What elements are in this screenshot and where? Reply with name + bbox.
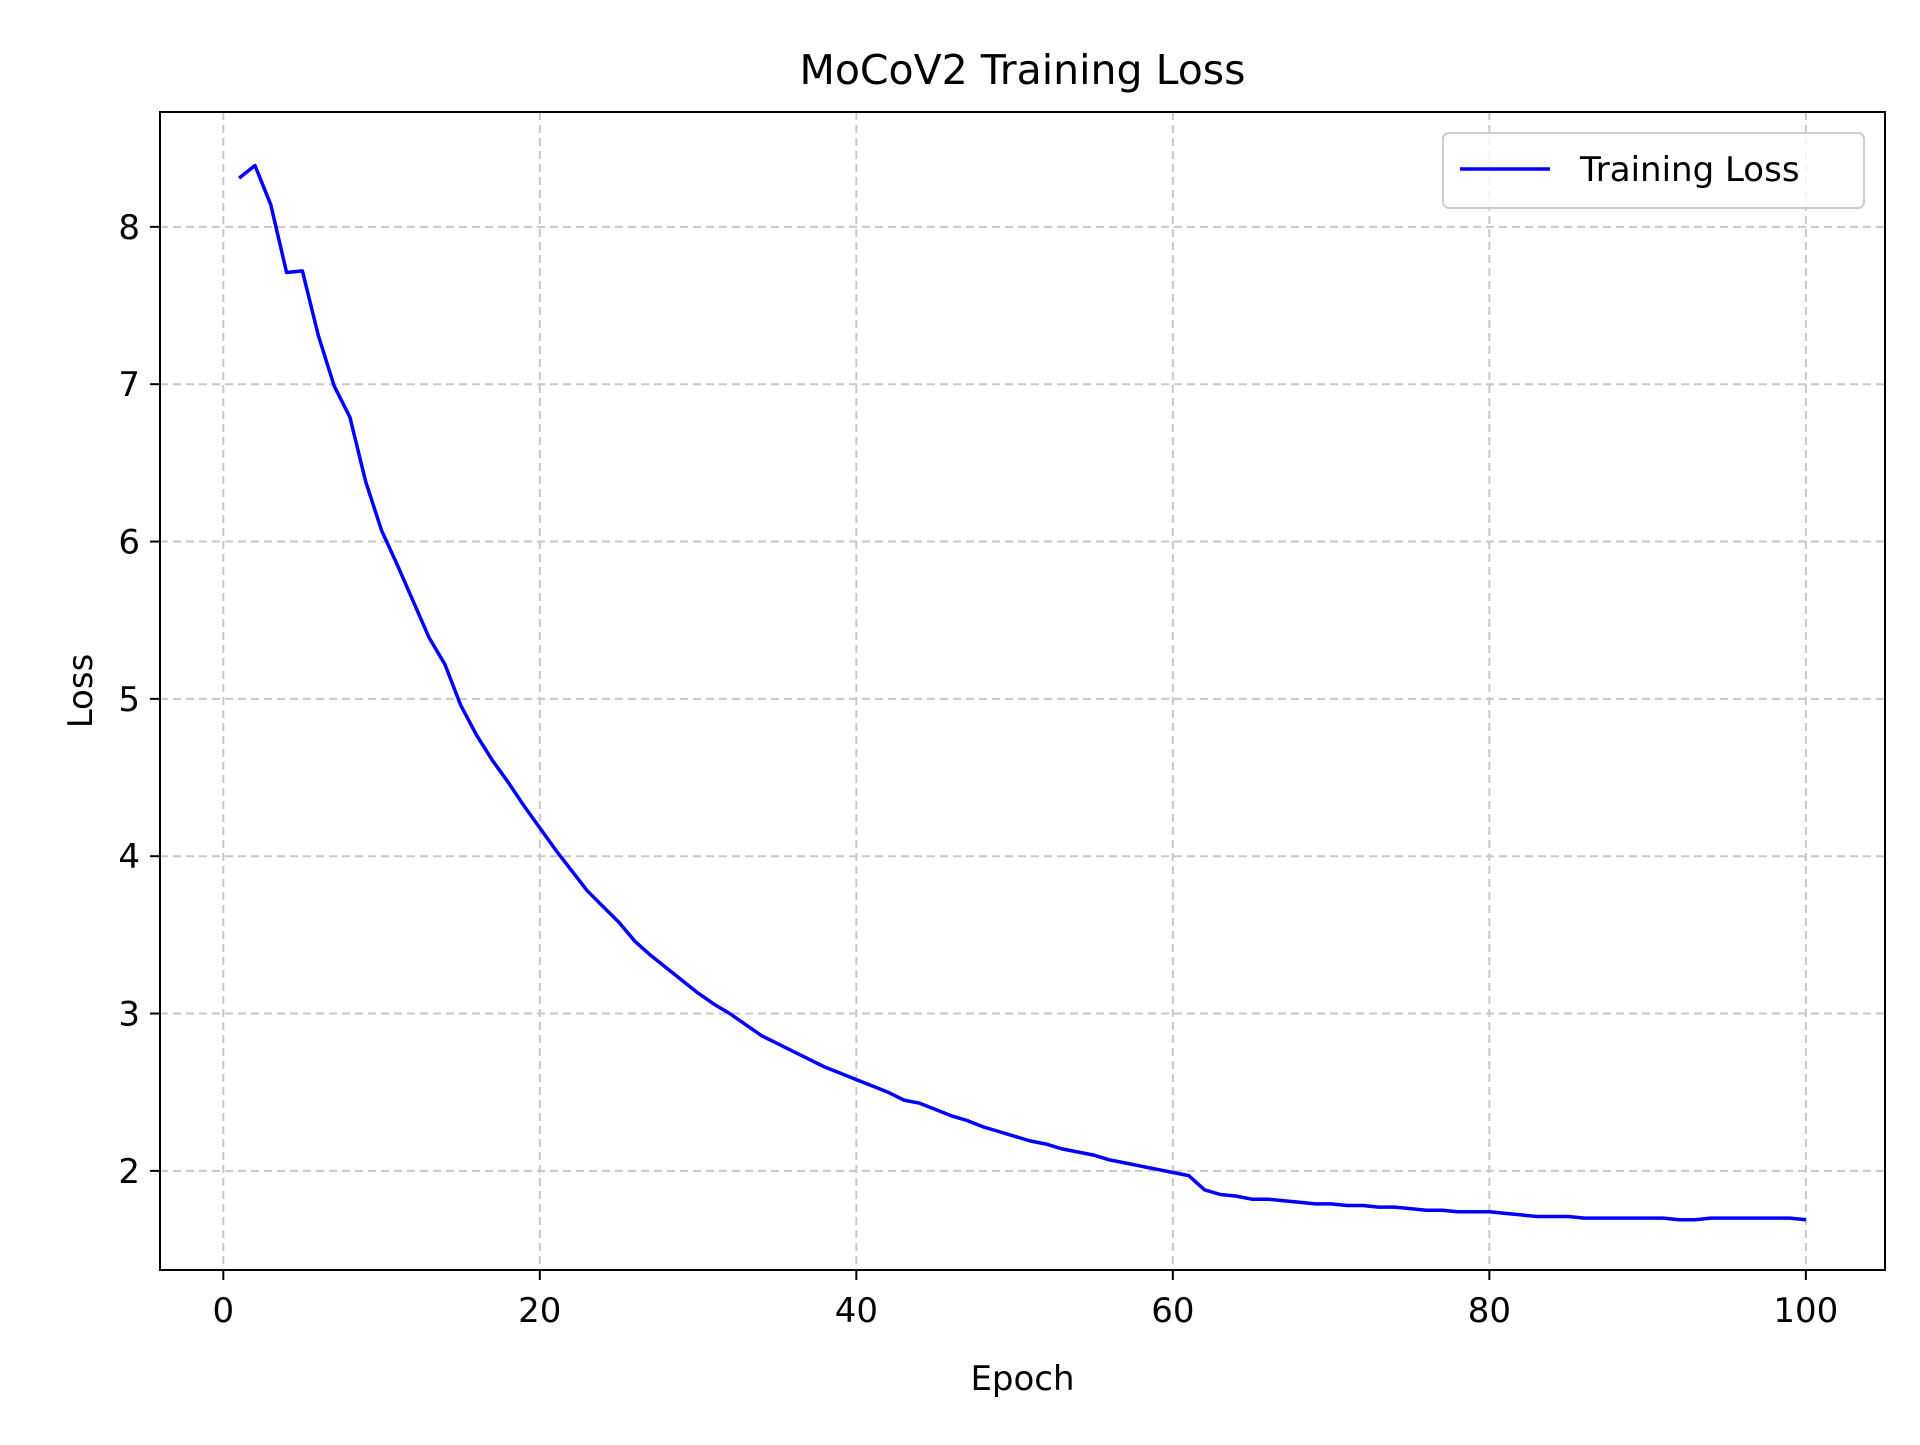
series-line-training-loss	[238, 163, 1807, 1222]
x-tick-label: 60	[1151, 1291, 1194, 1331]
y-tick-label: 5	[118, 680, 140, 720]
x-tick-label: 100	[1773, 1291, 1838, 1331]
legend: Training Loss	[1442, 132, 1865, 209]
x-tick-label: 80	[1468, 1291, 1511, 1331]
legend-label-training-loss: Training Loss	[1579, 150, 1800, 190]
grid-layer	[160, 112, 1885, 1270]
tick-layer: 0 20 40 60 80 100 2 3 4 5 6 7 8	[118, 208, 1838, 1331]
legend-box	[1442, 132, 1865, 209]
y-axis-label: Loss	[61, 654, 101, 729]
y-tick-label: 8	[118, 208, 140, 248]
x-axis-label: Epoch	[970, 1359, 1074, 1399]
x-tick-label: 40	[835, 1291, 878, 1331]
plot-frame	[159, 111, 1886, 1271]
y-tick-label: 2	[118, 1152, 140, 1192]
y-tick-label: 7	[118, 365, 140, 405]
y-tick-label: 6	[118, 523, 140, 563]
x-tick-label: 0	[212, 1291, 234, 1331]
chart-title: MoCoV2 Training Loss	[799, 46, 1245, 94]
x-tick-label: 20	[518, 1291, 561, 1331]
series-layer	[238, 163, 1807, 1222]
y-tick-label: 3	[118, 995, 140, 1035]
y-tick-label: 4	[118, 837, 140, 877]
